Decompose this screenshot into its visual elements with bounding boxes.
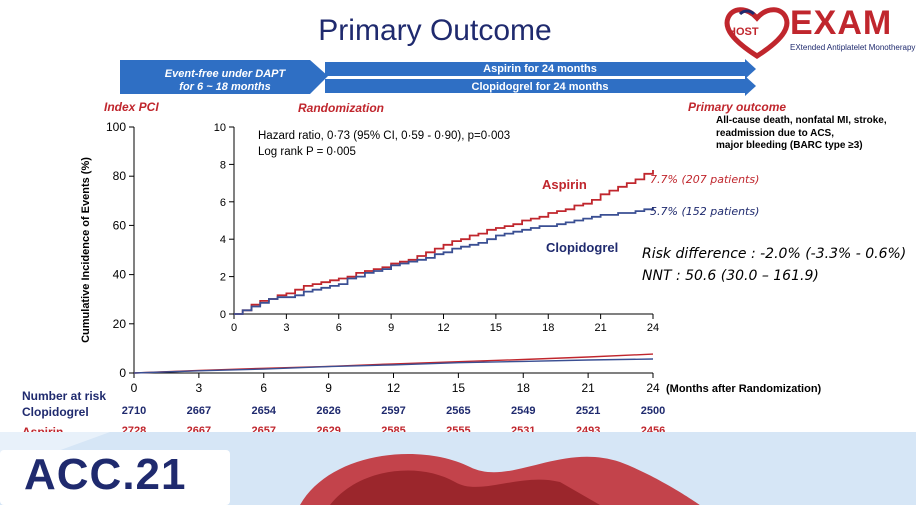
risk-row-clopidogrel-label: Clopidogrel bbox=[22, 405, 89, 419]
logo-exam-text: EXAM bbox=[790, 4, 893, 42]
risk-cell: 2549 bbox=[511, 405, 536, 417]
page-title: Primary Outcome bbox=[318, 14, 552, 47]
risk-cell: 2667 bbox=[186, 405, 212, 417]
outer-y-tick-label: 80 bbox=[113, 169, 127, 183]
inset-y-tick-label: 2 bbox=[220, 272, 226, 284]
number-at-risk-label: Number at risk bbox=[22, 389, 107, 403]
risk-cell: 2710 bbox=[121, 405, 147, 417]
inset-x-tick-label: 6 bbox=[336, 322, 342, 334]
inset-x-tick-label: 15 bbox=[490, 322, 502, 334]
inset-y-tick-label: 8 bbox=[220, 159, 226, 171]
aspirin-end-label: 7.7% (207 patients) bbox=[650, 173, 759, 186]
inset-y-tick-label: 10 bbox=[214, 122, 226, 134]
risk-cell: 2654 bbox=[251, 405, 276, 417]
primary-outcome-label: Primary outcome bbox=[688, 100, 787, 114]
inset-x-tick-label: 0 bbox=[231, 322, 237, 334]
risk-cell: 2626 bbox=[316, 405, 341, 417]
inset-x-tick-label: 21 bbox=[595, 322, 607, 334]
dapt-arrow bbox=[120, 60, 328, 94]
outcome-definition-line: major bleeding (BARC type ≥3) bbox=[716, 140, 863, 151]
acc-logo: ACC.21 bbox=[24, 450, 187, 499]
footer-banner bbox=[0, 432, 916, 505]
timeline-arrows bbox=[120, 59, 756, 96]
clopidogrel-arm-bar bbox=[325, 79, 745, 93]
outer-x-tick-label: 12 bbox=[387, 381, 401, 395]
randomization-label: Randomization bbox=[298, 101, 384, 115]
outer-y-tick-label: 0 bbox=[119, 366, 126, 380]
logo-subtitle: EXtended Antiplatelet Monotherapy bbox=[790, 43, 916, 52]
aspirin-arm-label: Aspirin for 24 months bbox=[483, 63, 597, 75]
outer-x-tick-label: 18 bbox=[517, 381, 531, 395]
outer-x-tick-label: 3 bbox=[196, 381, 203, 395]
outer-x-tick-label: 21 bbox=[581, 381, 595, 395]
inset-y-tick-label: 0 bbox=[220, 309, 226, 321]
inset-series-line-aspirin bbox=[234, 170, 654, 315]
inset-series-line-clopidogrel bbox=[234, 207, 654, 315]
risk-cell: 2565 bbox=[446, 405, 471, 417]
outcome-definition-line: readmission due to ACS, bbox=[716, 127, 834, 139]
inset-y-tick-label: 6 bbox=[220, 197, 226, 209]
inset-x-tick-label: 18 bbox=[542, 322, 554, 334]
outer-y-axis-label: Cumulative Incidence of Events (%) bbox=[80, 157, 92, 343]
risk-difference: Risk difference : -2.0% (-3.3% - 0.6%) bbox=[642, 246, 907, 262]
inset-x-tick-label: 24 bbox=[647, 322, 659, 334]
inset-y-tick-label: 4 bbox=[220, 234, 226, 246]
heart-logo-icon bbox=[724, 7, 790, 59]
outer-y-tick-label: 60 bbox=[113, 218, 127, 232]
outcome-definition: All-cause death, nonfatal MI, stroke, re… bbox=[716, 115, 887, 153]
dapt-phase-label: Event-free under DAPT for 6 ~ 18 months bbox=[164, 68, 286, 93]
risk-cell: 2597 bbox=[381, 405, 406, 417]
outer-series-line-clopidogrel bbox=[133, 358, 654, 374]
outer-x-tick-label: 15 bbox=[452, 381, 466, 395]
hazard-ratio-text: Hazard ratio, 0·73 (95% CI, 0·59 - 0·90)… bbox=[258, 130, 510, 142]
outer-y-tick-label: 20 bbox=[113, 317, 127, 331]
aspirin-series-label: Aspirin bbox=[542, 177, 587, 192]
outcome-definition-line: All-cause death, nonfatal MI, stroke, bbox=[716, 115, 887, 126]
outer-x-tick-label: 6 bbox=[260, 381, 267, 395]
risk-cell: 2500 bbox=[640, 405, 666, 417]
clopidogrel-series-label: Clopidogrel bbox=[546, 240, 618, 255]
log-rank-text: Log rank P = 0·005 bbox=[258, 146, 356, 158]
outer-y-tick-label: 40 bbox=[113, 268, 127, 282]
outer-y-tick-label: 100 bbox=[106, 120, 126, 134]
outer-x-tick-label: 9 bbox=[325, 381, 332, 395]
clopidogrel-end-label: 5.7% (152 patients) bbox=[650, 205, 759, 218]
index-pci-label: Index PCI bbox=[104, 100, 159, 114]
outer-x-axis-label: (Months after Randomization) bbox=[666, 383, 822, 395]
outer-x-tick-label: 0 bbox=[131, 381, 138, 395]
logo-host-text: HOST bbox=[728, 26, 759, 38]
aspirin-arm-bar bbox=[325, 62, 745, 76]
risk-cell: 2521 bbox=[575, 405, 601, 417]
clopidogrel-arm-label: Clopidogrel for 24 months bbox=[471, 81, 609, 93]
inset-x-tick-label: 9 bbox=[388, 322, 394, 334]
inset-x-tick-label: 12 bbox=[437, 322, 449, 334]
outer-x-tick-label: 24 bbox=[646, 381, 660, 395]
nnt-text: NNT : 50.6 (30.0 – 161.9) bbox=[642, 268, 819, 284]
inset-x-tick-label: 3 bbox=[283, 322, 289, 334]
